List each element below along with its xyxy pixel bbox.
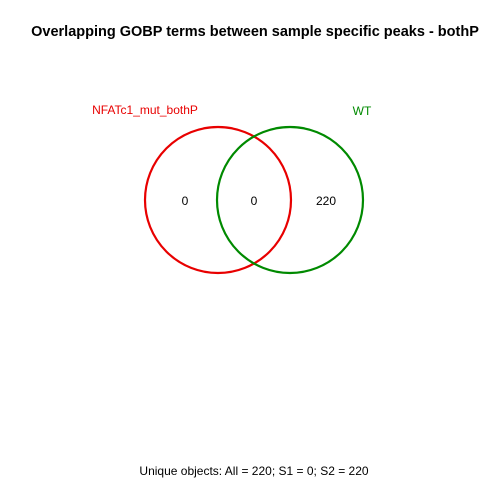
set-2-only-count: 220	[316, 194, 336, 208]
diagram-title: Overlapping GOBP terms between sample sp…	[31, 24, 479, 40]
set-1-only-count: 0	[182, 194, 189, 208]
set-2-circle	[215, 125, 365, 275]
set-1-circle	[143, 125, 293, 275]
set-2-label: WT	[353, 104, 372, 118]
set-1-label: NFATc1_mut_bothP	[92, 103, 198, 117]
intersection-count: 0	[251, 194, 258, 208]
unique-objects-summary: Unique objects: All = 220; S1 = 0; S2 = …	[139, 464, 368, 478]
